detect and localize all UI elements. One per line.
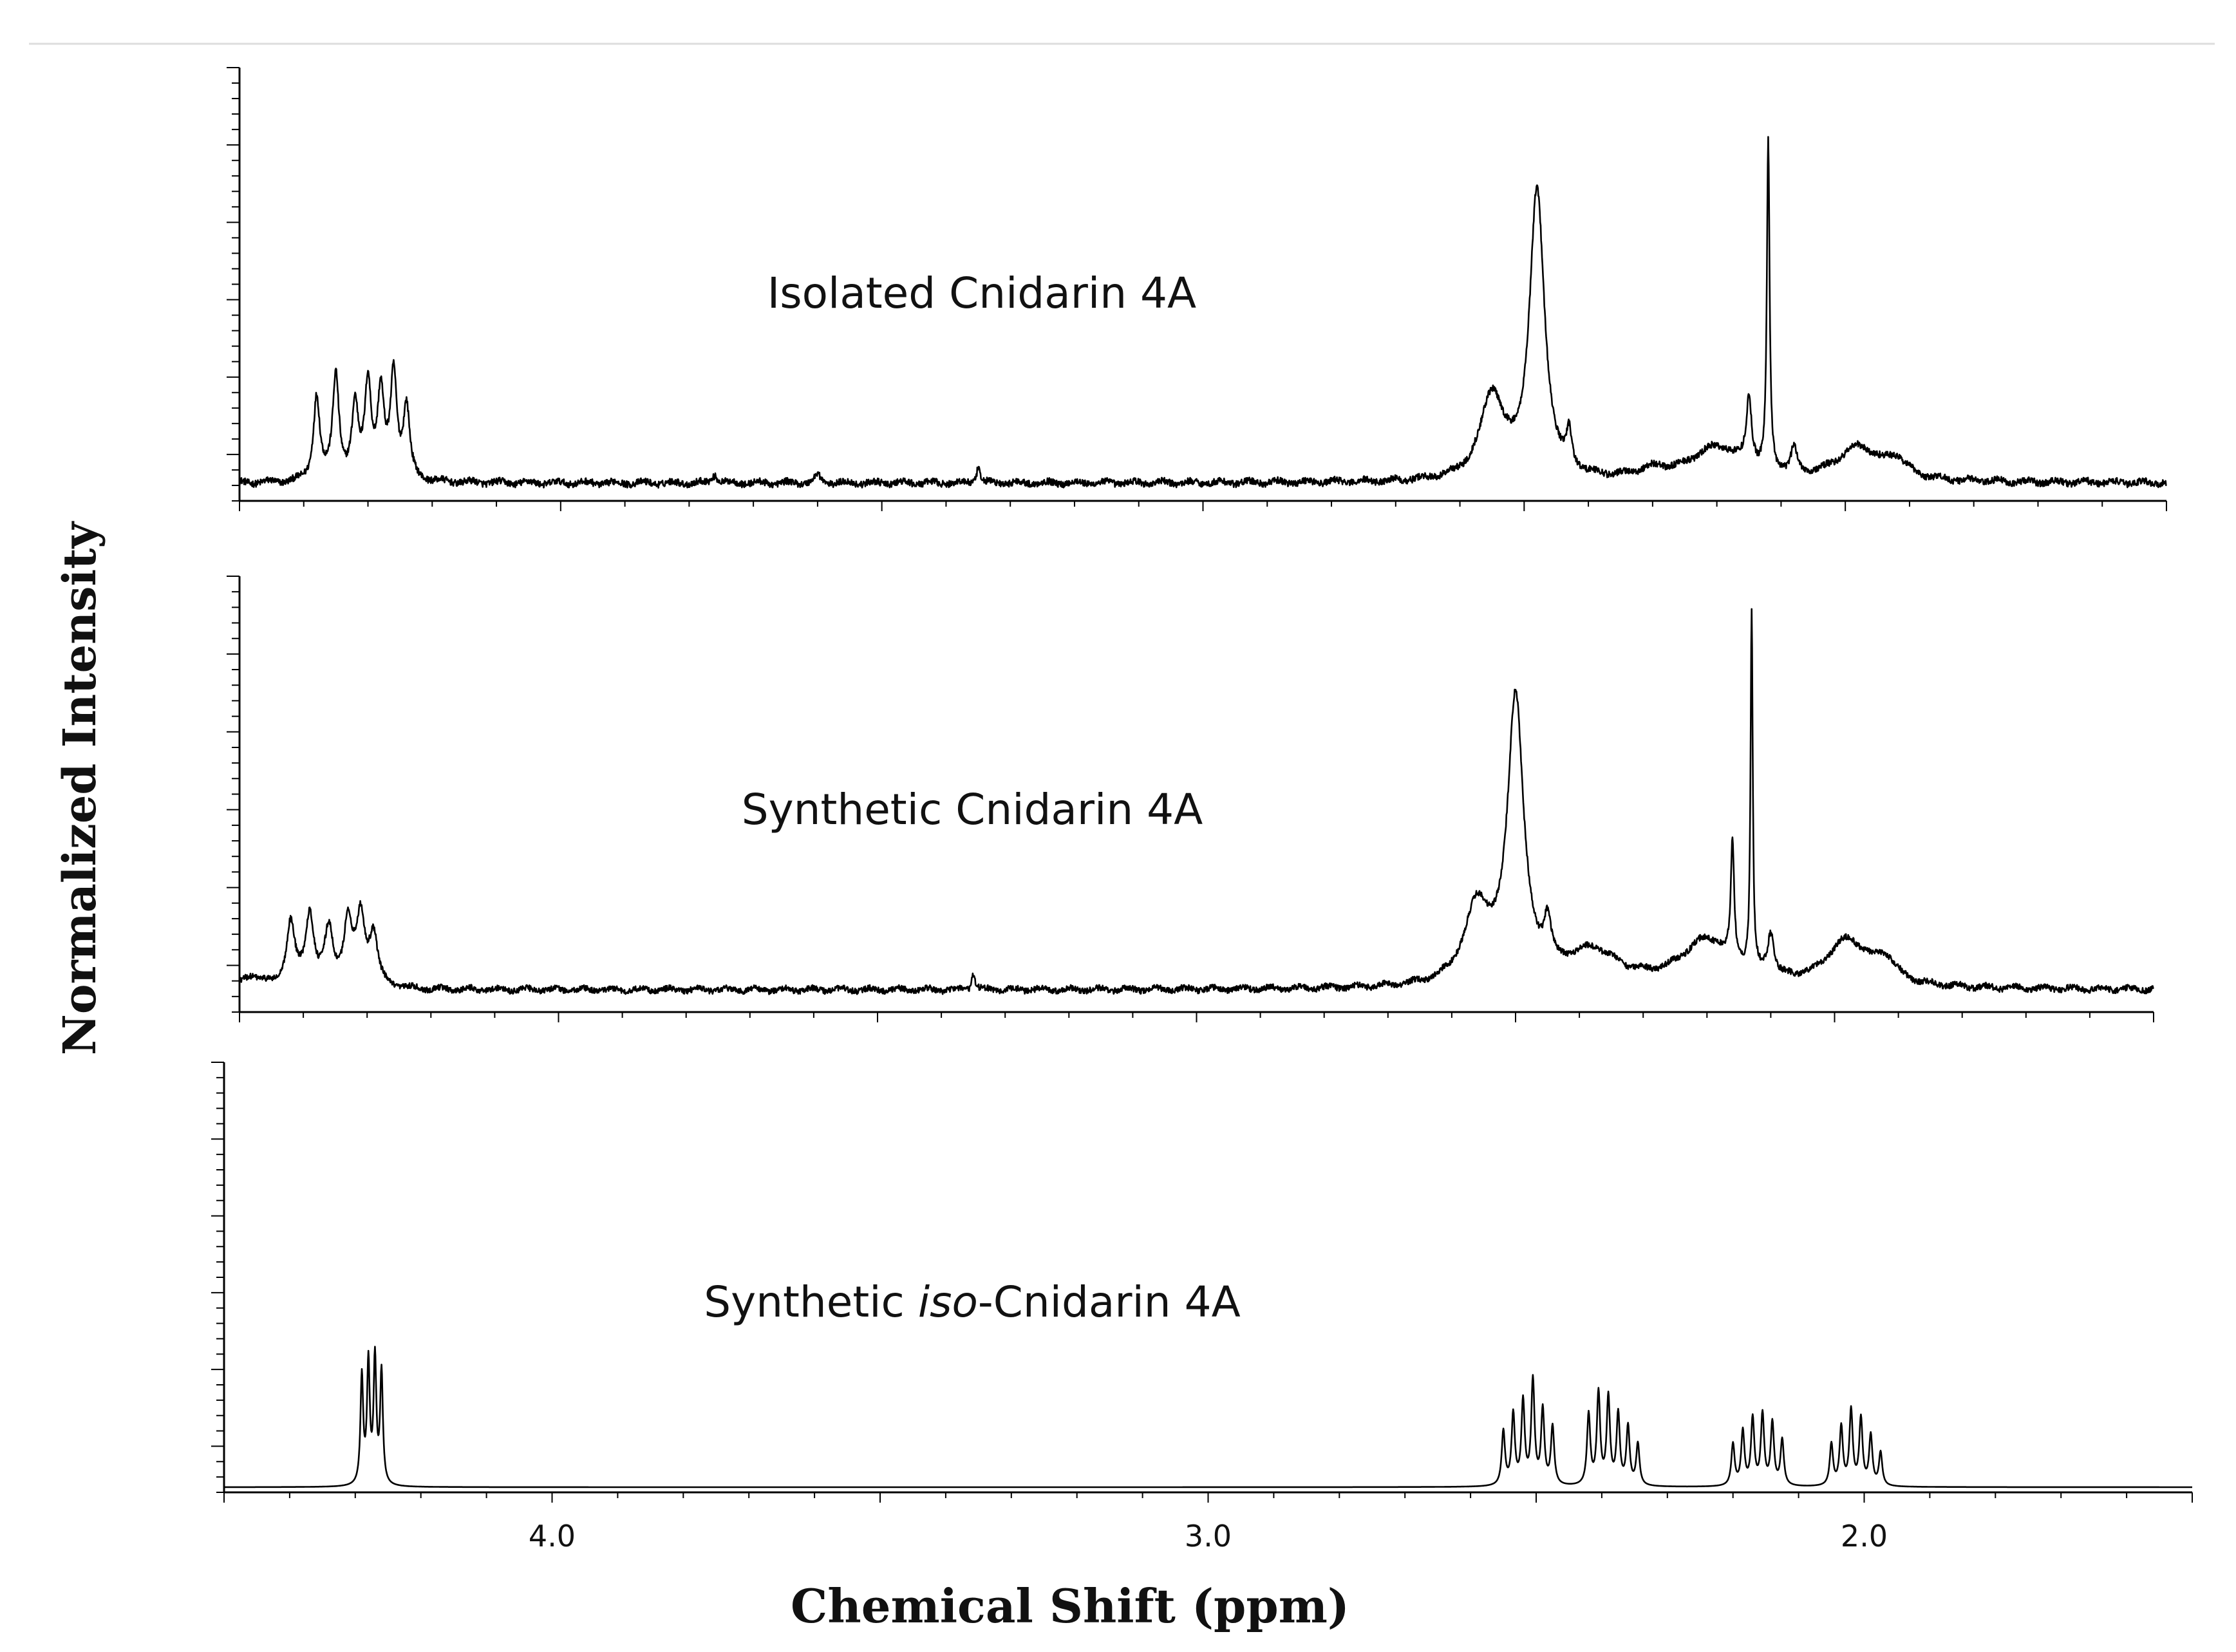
x-tick-label: 3.0: [1185, 1519, 1232, 1553]
spectrum-panel-synthetic: Synthetic Cnidarin 4A: [227, 576, 2154, 1022]
x-axis-title: Chemical Shift (ppm): [791, 1579, 1349, 1633]
y-axis-title: Normalized Intensity: [53, 521, 106, 1056]
series-label-iso: Synthetic iso-Cnidarin 4A: [704, 1277, 1241, 1327]
x-tick-label: 2.0: [1841, 1519, 1888, 1553]
series-label-synthetic: Synthetic Cnidarin 4A: [742, 785, 1203, 834]
series-label-isolated: Isolated Cnidarin 4A: [767, 268, 1196, 318]
x-axis-tick-labels: 4.0 3.0 2.0: [529, 1519, 1888, 1553]
spectrum-trace: [238, 608, 2154, 995]
spectrum-panel-iso: Synthetic iso-Cnidarin 4A: [211, 1062, 2193, 1503]
spectrum-trace: [223, 1346, 2193, 1488]
spectrum-trace: [239, 136, 2167, 489]
spectrum-panel-isolated: Isolated Cnidarin 4A: [227, 67, 2167, 511]
x-tick-label: 4.0: [529, 1519, 576, 1553]
